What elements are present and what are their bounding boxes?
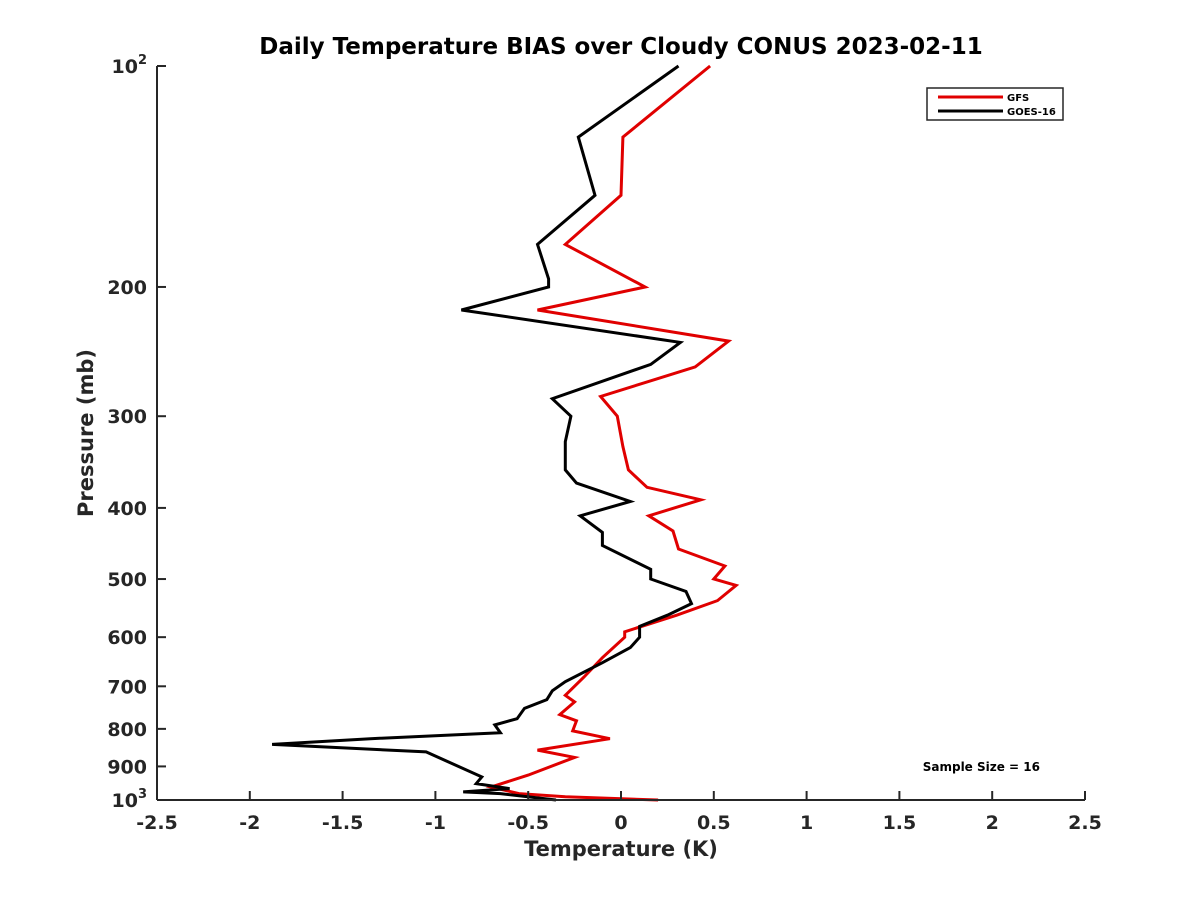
x-tick-label: 2 (986, 812, 999, 834)
x-tick-label: 1 (800, 812, 813, 834)
axes: -2.5 -2 -1.5 -1 -0.5 0 0.5 1 1.5 2 2.5 102 200 300 400… (107, 53, 1102, 834)
x-tick-label: 0 (614, 812, 627, 834)
chart-title: Daily Temperature BIAS over Cloudy CONUS… (259, 34, 982, 60)
y-axis-label: Pressure (mb) (74, 349, 98, 517)
x-tick-label: -1 (425, 812, 446, 834)
y-tick-label: 500 (107, 569, 147, 591)
x-tick-label: 2.5 (1068, 812, 1102, 834)
y-tick-label: 200 (107, 277, 147, 299)
y-tick-label: 800 (107, 719, 147, 741)
series-line-goes16 (272, 64, 694, 802)
x-axis-label: Temperature (K) (524, 837, 718, 861)
x-tick-label: -0.5 (507, 812, 549, 834)
x-tick-label: 0.5 (697, 812, 731, 834)
y-tick-label: 600 (107, 627, 147, 649)
y-tick-label: 300 (107, 406, 147, 428)
y-tick-label: 103 (112, 787, 148, 812)
y-tick-label: 700 (107, 676, 147, 698)
y-tick-label: 102 (112, 53, 148, 78)
series-line-gfs (485, 64, 740, 802)
x-tick-label: -2 (239, 812, 260, 834)
x-tick-label: 1.5 (883, 812, 917, 834)
x-tick-label: -2.5 (136, 812, 178, 834)
legend: GFS GOES-16 (926, 87, 1064, 121)
legend-label: GOES-16 (1007, 107, 1056, 118)
legend-label: GFS (1007, 93, 1029, 104)
legend-box (926, 87, 1064, 121)
y-tick-label: 400 (107, 498, 147, 520)
plot-lines (272, 64, 740, 802)
y-tick-label: 900 (107, 756, 147, 778)
sample-size-annotation: Sample Size = 16 (923, 760, 1040, 774)
x-tick-label: -1.5 (322, 812, 364, 834)
